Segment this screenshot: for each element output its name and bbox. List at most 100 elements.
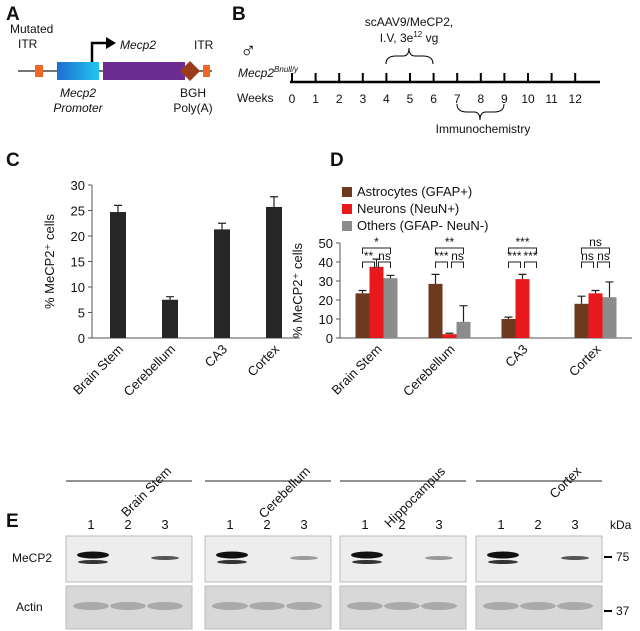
label: Mecp2Bnull/y [238, 65, 299, 80]
bar [383, 278, 398, 338]
band [384, 602, 420, 610]
bracket [581, 247, 610, 254]
bracket [581, 261, 594, 268]
bar [515, 279, 530, 338]
week-label: 2 [336, 92, 343, 106]
bracket [435, 247, 464, 254]
lane-label: 1 [361, 517, 368, 532]
legend-label: Neurons (NeuN+) [357, 201, 459, 216]
band [290, 556, 318, 560]
panel-label: C [6, 150, 20, 171]
significance-label: *** [434, 249, 448, 263]
gene-box [103, 62, 185, 80]
bar [428, 283, 443, 338]
error-bar [518, 273, 527, 280]
label: BGH [180, 86, 206, 100]
lane-label: 3 [571, 517, 578, 532]
week-label: 3 [359, 92, 366, 106]
brace [456, 103, 505, 121]
band [286, 602, 322, 610]
label: Poly(A) [173, 101, 212, 115]
week-label: 11 [545, 92, 558, 106]
band [73, 602, 109, 610]
x-tick-label: Cortex [566, 341, 604, 379]
symbol: ♂ [240, 38, 257, 63]
band [557, 602, 593, 610]
y-tick-label: 30 [319, 274, 333, 289]
brace [385, 47, 434, 65]
label: Mutated [10, 22, 53, 36]
band [347, 602, 383, 610]
region-label: Cerebellum [256, 464, 314, 522]
legend-label: Others (GFAP- NeuN-) [357, 218, 488, 233]
panel-label: B [232, 4, 246, 25]
error-bar [372, 258, 381, 267]
bracket [378, 261, 391, 268]
week-label: 7 [454, 92, 461, 106]
x-tick-label: CA3 [502, 342, 530, 370]
marker-label: 75 [616, 550, 630, 564]
band [352, 560, 382, 564]
label: ITR [18, 37, 38, 51]
x-tick-label: Cortex [244, 341, 282, 379]
y-tick-label: 25 [71, 204, 85, 219]
bar [588, 293, 603, 338]
error-bar [114, 204, 122, 213]
band [421, 602, 457, 610]
band [488, 560, 518, 564]
x-tick-label: Brain Stem [70, 342, 126, 398]
y-tick-label: 20 [71, 229, 85, 244]
y-tick-label: 50 [319, 236, 333, 251]
bar [369, 266, 384, 338]
y-tick-label: 40 [319, 255, 333, 270]
y-axis-label: % MeCP2⁺ cells [42, 214, 57, 309]
region-label: Brain Stem [118, 464, 174, 520]
x-tick-label: CA3 [202, 342, 230, 370]
error-bar [386, 274, 395, 279]
legend-label: Astrocytes (GFAP+) [357, 184, 472, 199]
y-tick-label: 15 [71, 255, 85, 270]
unit: kDa [610, 518, 632, 532]
error-bar [591, 289, 600, 294]
legend-swatch [342, 204, 352, 214]
lane-label: 2 [534, 517, 541, 532]
lane-label: 3 [161, 517, 168, 532]
significance-label: ns [451, 249, 464, 263]
row-label: Actin [16, 600, 43, 614]
band [520, 602, 556, 610]
y-tick-label: 20 [319, 293, 333, 308]
significance-label: ns [581, 249, 594, 263]
bracket [362, 247, 391, 254]
label: ITR [194, 38, 214, 52]
bar [214, 229, 230, 338]
y-tick-label: 0 [78, 331, 85, 346]
label: 12 [413, 30, 422, 39]
lane-label: 2 [398, 517, 405, 532]
significance-label: *** [523, 249, 537, 263]
bar [456, 321, 471, 338]
band [216, 551, 248, 559]
band [217, 560, 247, 564]
y-tick-label: 0 [326, 331, 333, 346]
lane-label: 1 [87, 517, 94, 532]
bracket [508, 261, 521, 268]
bar [266, 206, 282, 338]
significance-label: *** [507, 249, 521, 263]
band [561, 556, 589, 560]
band [483, 602, 519, 610]
band [249, 602, 285, 610]
y-tick-label: 5 [78, 306, 85, 321]
bar [602, 297, 617, 338]
label: I.V, 3e12 vg [380, 30, 439, 45]
week-label: 5 [407, 92, 414, 106]
lane-label: 2 [263, 517, 270, 532]
significance-label: * [374, 235, 379, 249]
y-tick-label: 30 [71, 178, 85, 193]
label: scAAV9/MeCP2, [365, 15, 453, 29]
bar [442, 334, 457, 338]
blot-panel [65, 535, 193, 583]
band [78, 560, 108, 564]
y-tick-label: 10 [71, 280, 85, 295]
region-label: Cortex [546, 463, 584, 501]
band [77, 551, 109, 559]
